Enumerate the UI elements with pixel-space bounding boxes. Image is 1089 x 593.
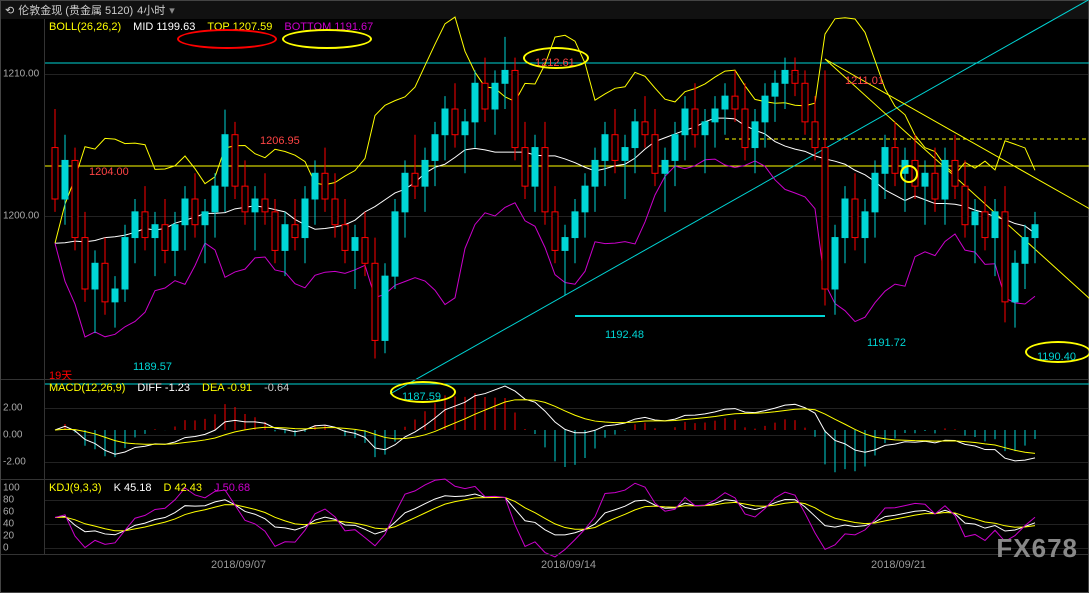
highlight-ellipse — [1025, 341, 1089, 363]
main-plot[interactable]: BOLL(26,26,2) MID 1199.63 TOP 1207.59 BO… — [45, 19, 1088, 379]
highlight-ellipse — [390, 381, 456, 403]
macd-diff: DIFF -1.23 — [137, 382, 190, 394]
dropdown-icon[interactable]: ▾ — [169, 4, 175, 17]
macd-y-axis: 2.00 0.00 -2.00 — [1, 380, 45, 479]
link-icon: ⟲ — [5, 4, 14, 17]
macd-plot[interactable]: MACD(12,26,9) DIFF -1.23 DEA -0.91 -0.64 — [45, 380, 1088, 479]
title-bar: ⟲ 伦敦金现 (贵金属 5120) 4小时 ▾ — [1, 1, 1088, 19]
date-axis: 2018/09/07 2018/09/14 2018/09/21 — [1, 554, 1088, 574]
watermark: FX678 — [996, 533, 1078, 564]
y-tick: 0 — [3, 543, 9, 554]
y-tick: 80 — [3, 495, 14, 506]
macd-label: MACD(12,26,9) — [49, 382, 125, 394]
price-label: 1192.48 — [605, 329, 644, 341]
kdj-indicator: KDJ(9,3,3) K 45.18 D 42.43 J 50.68 — [49, 482, 250, 494]
days-label: 19天 — [49, 367, 72, 383]
y-tick: 0.00 — [3, 430, 22, 441]
date-tick: 2018/09/14 — [541, 559, 596, 571]
kdj-panel[interactable]: 100 80 60 40 20 0 KDJ(9,3,3) K 45.18 D 4… — [1, 479, 1088, 554]
boll-mid: MID 1199.63 — [133, 21, 195, 33]
price-label: 1189.57 — [133, 361, 172, 373]
date-tick: 2018/09/21 — [871, 559, 926, 571]
kdj-d: D 42.43 — [164, 482, 203, 494]
macd-hist: -0.64 — [264, 382, 289, 394]
y-tick: -2.00 — [3, 457, 26, 468]
kdj-j: J 50.68 — [214, 482, 250, 494]
price-label: 1211.01 — [845, 75, 884, 87]
instrument-title: 伦敦金现 (贵金属 5120) — [18, 2, 133, 18]
highlight-ellipse — [523, 47, 589, 69]
kdj-label: KDJ(9,3,3) — [49, 482, 102, 494]
date-tick: 2018/09/07 — [211, 559, 266, 571]
price-y-axis: 1210.00 1200.00 — [1, 19, 45, 379]
timeframe[interactable]: 4小时 — [137, 2, 165, 18]
macd-panel[interactable]: 2.00 0.00 -2.00 MACD(12,26,9) DIFF -1.23… — [1, 379, 1088, 479]
y-tick: 1210.00 — [3, 69, 39, 80]
main-chart[interactable]: 1210.00 1200.00 BOLL(26,26,2) MID 1199.6… — [1, 19, 1088, 379]
boll-label: BOLL(26,26,2) — [49, 21, 121, 33]
y-tick: 2.00 — [3, 403, 22, 414]
y-tick: 40 — [3, 519, 14, 530]
y-tick: 1200.00 — [3, 211, 39, 222]
price-label: 1206.95 — [260, 135, 300, 147]
kdj-y-axis: 100 80 60 40 20 0 — [1, 480, 45, 554]
price-label: 1191.72 — [867, 337, 906, 349]
y-tick: 100 — [3, 483, 20, 494]
highlight-ellipse — [282, 29, 372, 49]
price-label: 1204.00 — [89, 166, 129, 178]
y-tick: 60 — [3, 507, 14, 518]
macd-indicator: MACD(12,26,9) DIFF -1.23 DEA -0.91 -0.64 — [49, 382, 289, 394]
y-tick: 20 — [3, 531, 14, 542]
kdj-k: K 45.18 — [114, 482, 152, 494]
highlight-ellipse — [177, 29, 277, 49]
kdj-plot[interactable]: KDJ(9,3,3) K 45.18 D 42.43 J 50.68 — [45, 480, 1088, 554]
highlight-ellipse — [900, 165, 918, 183]
macd-dea: DEA -0.91 — [202, 382, 252, 394]
